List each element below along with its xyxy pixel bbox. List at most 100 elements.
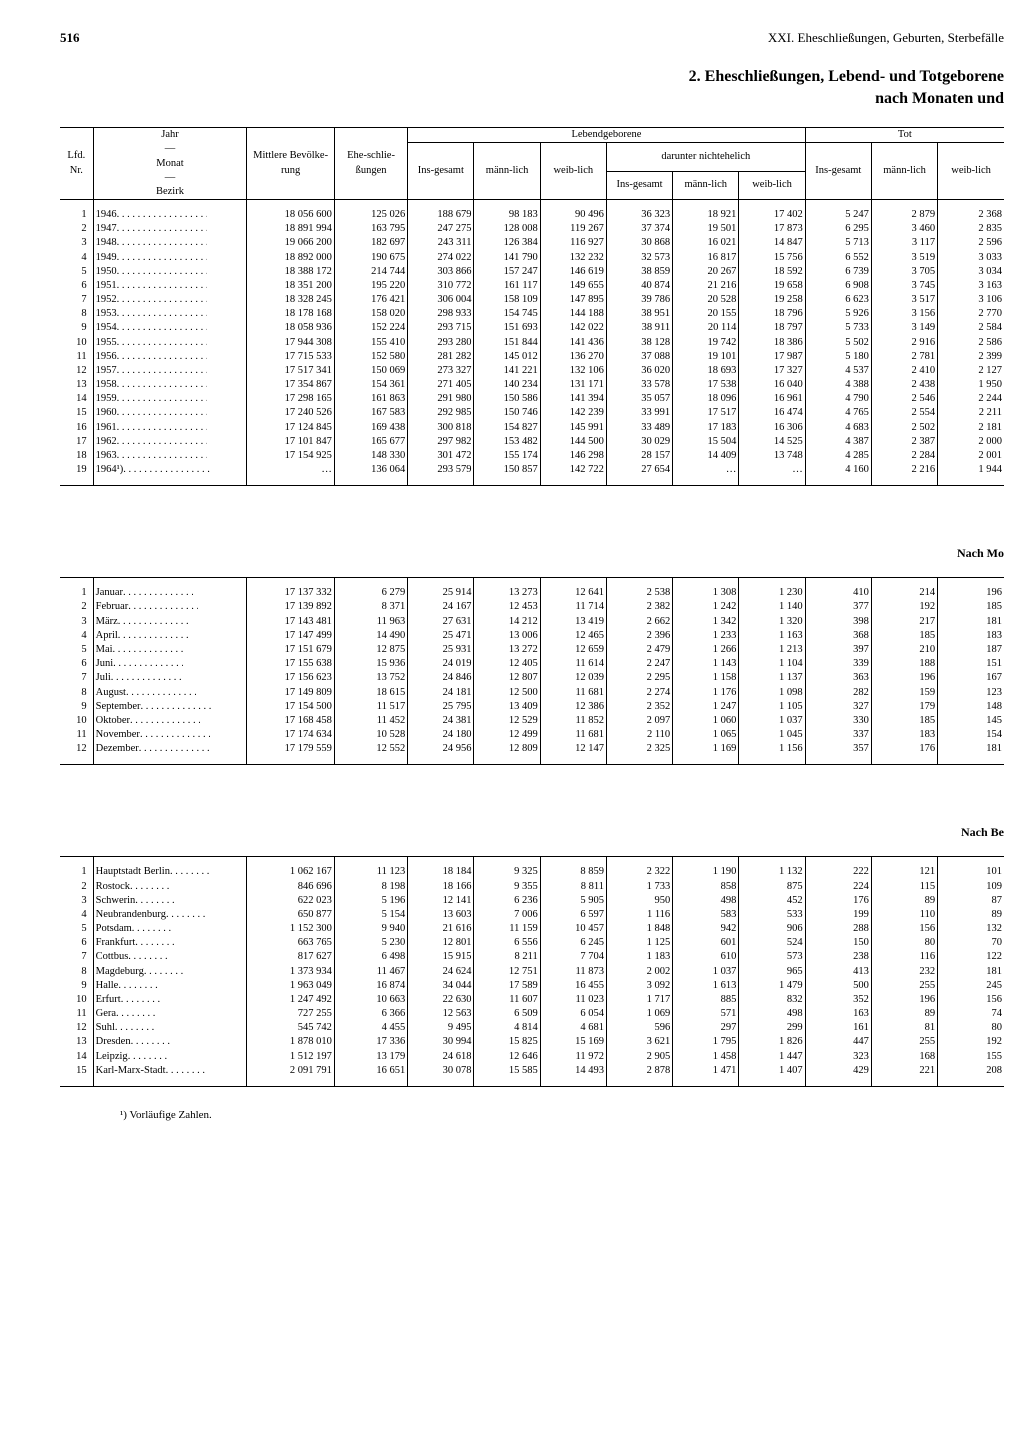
row-index: 3: [60, 894, 93, 908]
row-index: 15: [60, 406, 93, 420]
tbody-years: 11946 . . . . . . . . . . . . . . . . . …: [60, 200, 1004, 486]
cell-lb-female: 144 188: [540, 307, 606, 321]
cell-il-total: 596: [606, 1021, 672, 1035]
cell-lb-total: 24 381: [408, 714, 474, 728]
cell-il-female: 16 306: [739, 421, 805, 435]
cell-sb-female: 154: [938, 728, 1004, 742]
cell-lb-male: 11 159: [474, 922, 540, 936]
cell-il-total: 950: [606, 894, 672, 908]
cell-marriages: 195 220: [334, 279, 407, 293]
cell-sb-male: 2 879: [871, 208, 937, 222]
cell-sb-male: 2 216: [871, 463, 937, 477]
cell-sb-total: 5 713: [805, 236, 871, 250]
cell-il-total: 1 848: [606, 922, 672, 936]
cell-lb-male: 128 008: [474, 222, 540, 236]
table-row: 4April . . . . . . . . . . . . . . . . .…: [60, 629, 1004, 643]
cell-lb-total: 25 471: [408, 629, 474, 643]
cell-sb-male: 3 519: [871, 251, 937, 265]
cell-lb-total: 12 563: [408, 1007, 474, 1021]
cell-il-female: …: [739, 463, 805, 477]
cell-lb-total: 188 679: [408, 208, 474, 222]
cell-il-total: 2 097: [606, 714, 672, 728]
cell-marriages: 214 744: [334, 265, 407, 279]
cell-lb-total: 34 044: [408, 979, 474, 993]
cell-lb-male: 141 790: [474, 251, 540, 265]
cell-lb-total: 27 631: [408, 615, 474, 629]
cell-sb-female: 151: [938, 657, 1004, 671]
cell-sb-female: 3 106: [938, 293, 1004, 307]
row-label: Magdeburg . . . . . . . . . . . . . . . …: [93, 965, 247, 979]
cell-pop: 622 023: [247, 894, 335, 908]
cell-lb-total: 12 801: [408, 936, 474, 950]
cell-sb-male: 168: [871, 1050, 937, 1064]
table-row: 4Neubrandenburg . . . . . . . . . . . . …: [60, 908, 1004, 922]
cell-il-female: 19 658: [739, 279, 805, 293]
row-label: Januar . . . . . . . . . . . . . . . . .…: [93, 586, 247, 600]
cell-lb-total: 247 275: [408, 222, 474, 236]
cell-sb-female: 122: [938, 950, 1004, 964]
cell-pop: 19 066 200: [247, 236, 335, 250]
cell-lb-total: 24 846: [408, 671, 474, 685]
cell-lb-male: 7 006: [474, 908, 540, 922]
cell-il-total: 3 092: [606, 979, 672, 993]
cell-lb-female: 142 722: [540, 463, 606, 477]
cell-il-total: 1 717: [606, 993, 672, 1007]
cell-sb-male: 89: [871, 1007, 937, 1021]
cell-lb-male: 11 607: [474, 993, 540, 1007]
cell-lb-male: 6 556: [474, 936, 540, 950]
cell-lb-male: 13 273: [474, 586, 540, 600]
cell-lb-female: 145 991: [540, 421, 606, 435]
row-index: 16: [60, 421, 93, 435]
table-row: 41949 . . . . . . . . . . . . . . . . . …: [60, 251, 1004, 265]
cell-marriages: 155 410: [334, 336, 407, 350]
row-index: 13: [60, 378, 93, 392]
cell-il-total: 36 020: [606, 364, 672, 378]
cell-sb-male: 89: [871, 894, 937, 908]
table-header: Lfd. Nr. Jahr— Monat— Bezirk Mittlere Be…: [60, 128, 1004, 200]
cell-il-total: 1 733: [606, 880, 672, 894]
section-months-heading: Nach Mo: [60, 546, 1004, 561]
row-index: 11: [60, 1007, 93, 1021]
cell-il-male: 14 409: [673, 449, 739, 463]
cell-sb-female: 132: [938, 922, 1004, 936]
table-row: 9September . . . . . . . . . . . . . . .…: [60, 700, 1004, 714]
table-row: 3März . . . . . . . . . . . . . . . . . …: [60, 615, 1004, 629]
cell-sb-total: 150: [805, 936, 871, 950]
cell-lb-male: 12 500: [474, 686, 540, 700]
hdr-il-total: Ins-gesamt: [606, 171, 672, 199]
cell-pop: 1 373 934: [247, 965, 335, 979]
hdr-livebirths: Lebendgeborene: [408, 128, 805, 143]
row-index: 11: [60, 728, 93, 742]
cell-il-female: 15 756: [739, 251, 805, 265]
row-index: 6: [60, 936, 93, 950]
cell-sb-female: 2 244: [938, 392, 1004, 406]
row-index: 6: [60, 279, 93, 293]
cell-marriages: 165 677: [334, 435, 407, 449]
cell-sb-female: 2 000: [938, 435, 1004, 449]
cell-sb-total: 5 180: [805, 350, 871, 364]
row-label: 1964¹) . . . . . . . . . . . . . . . . .…: [93, 463, 247, 477]
cell-lb-male: 13 006: [474, 629, 540, 643]
cell-lb-male: 155 174: [474, 449, 540, 463]
row-label: Juni . . . . . . . . . . . . . . . . . .…: [93, 657, 247, 671]
cell-il-male: …: [673, 463, 739, 477]
cell-lb-female: 11 681: [540, 728, 606, 742]
cell-sb-female: 2 127: [938, 364, 1004, 378]
cell-sb-total: 363: [805, 671, 871, 685]
cell-sb-total: 6 295: [805, 222, 871, 236]
table-row: 11Gera . . . . . . . . . . . . . . . . .…: [60, 1007, 1004, 1021]
cell-lb-female: 132 106: [540, 364, 606, 378]
cell-sb-male: 232: [871, 965, 937, 979]
table-row: 5Potsdam . . . . . . . . . . . . . . . .…: [60, 922, 1004, 936]
row-label: September . . . . . . . . . . . . . . . …: [93, 700, 247, 714]
cell-sb-total: 4 683: [805, 421, 871, 435]
cell-il-female: 573: [739, 950, 805, 964]
row-index: 13: [60, 1035, 93, 1049]
main-table: Lfd. Nr. Jahr— Monat— Bezirk Mittlere Be…: [60, 127, 1004, 486]
cell-il-total: 38 951: [606, 307, 672, 321]
cell-marriages: 6 279: [334, 586, 407, 600]
cell-marriages: 125 026: [334, 208, 407, 222]
cell-sb-total: 176: [805, 894, 871, 908]
cell-sb-total: 282: [805, 686, 871, 700]
cell-il-male: 1 471: [673, 1064, 739, 1078]
